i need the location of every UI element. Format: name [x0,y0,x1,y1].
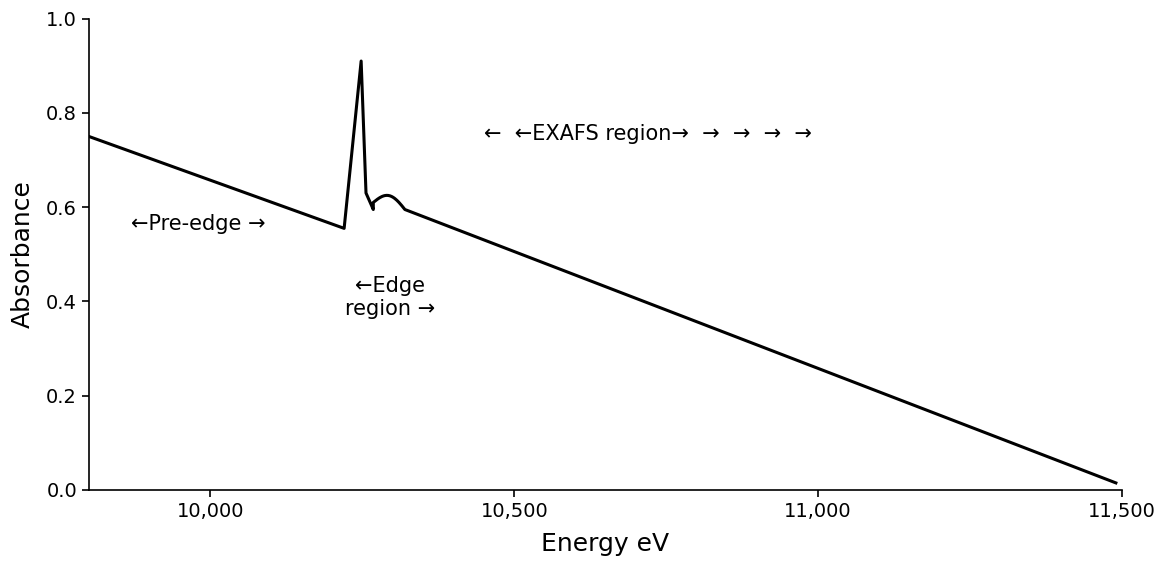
Y-axis label: Absorbance: Absorbance [12,180,35,328]
Text: ←  ←EXAFS region→  →  →  →  →: ← ←EXAFS region→ → → → → [484,124,812,144]
Text: ←Pre-edge →: ←Pre-edge → [132,214,266,234]
X-axis label: Energy eV: Energy eV [541,532,670,556]
Text: ←Edge
region →: ←Edge region → [344,276,435,319]
